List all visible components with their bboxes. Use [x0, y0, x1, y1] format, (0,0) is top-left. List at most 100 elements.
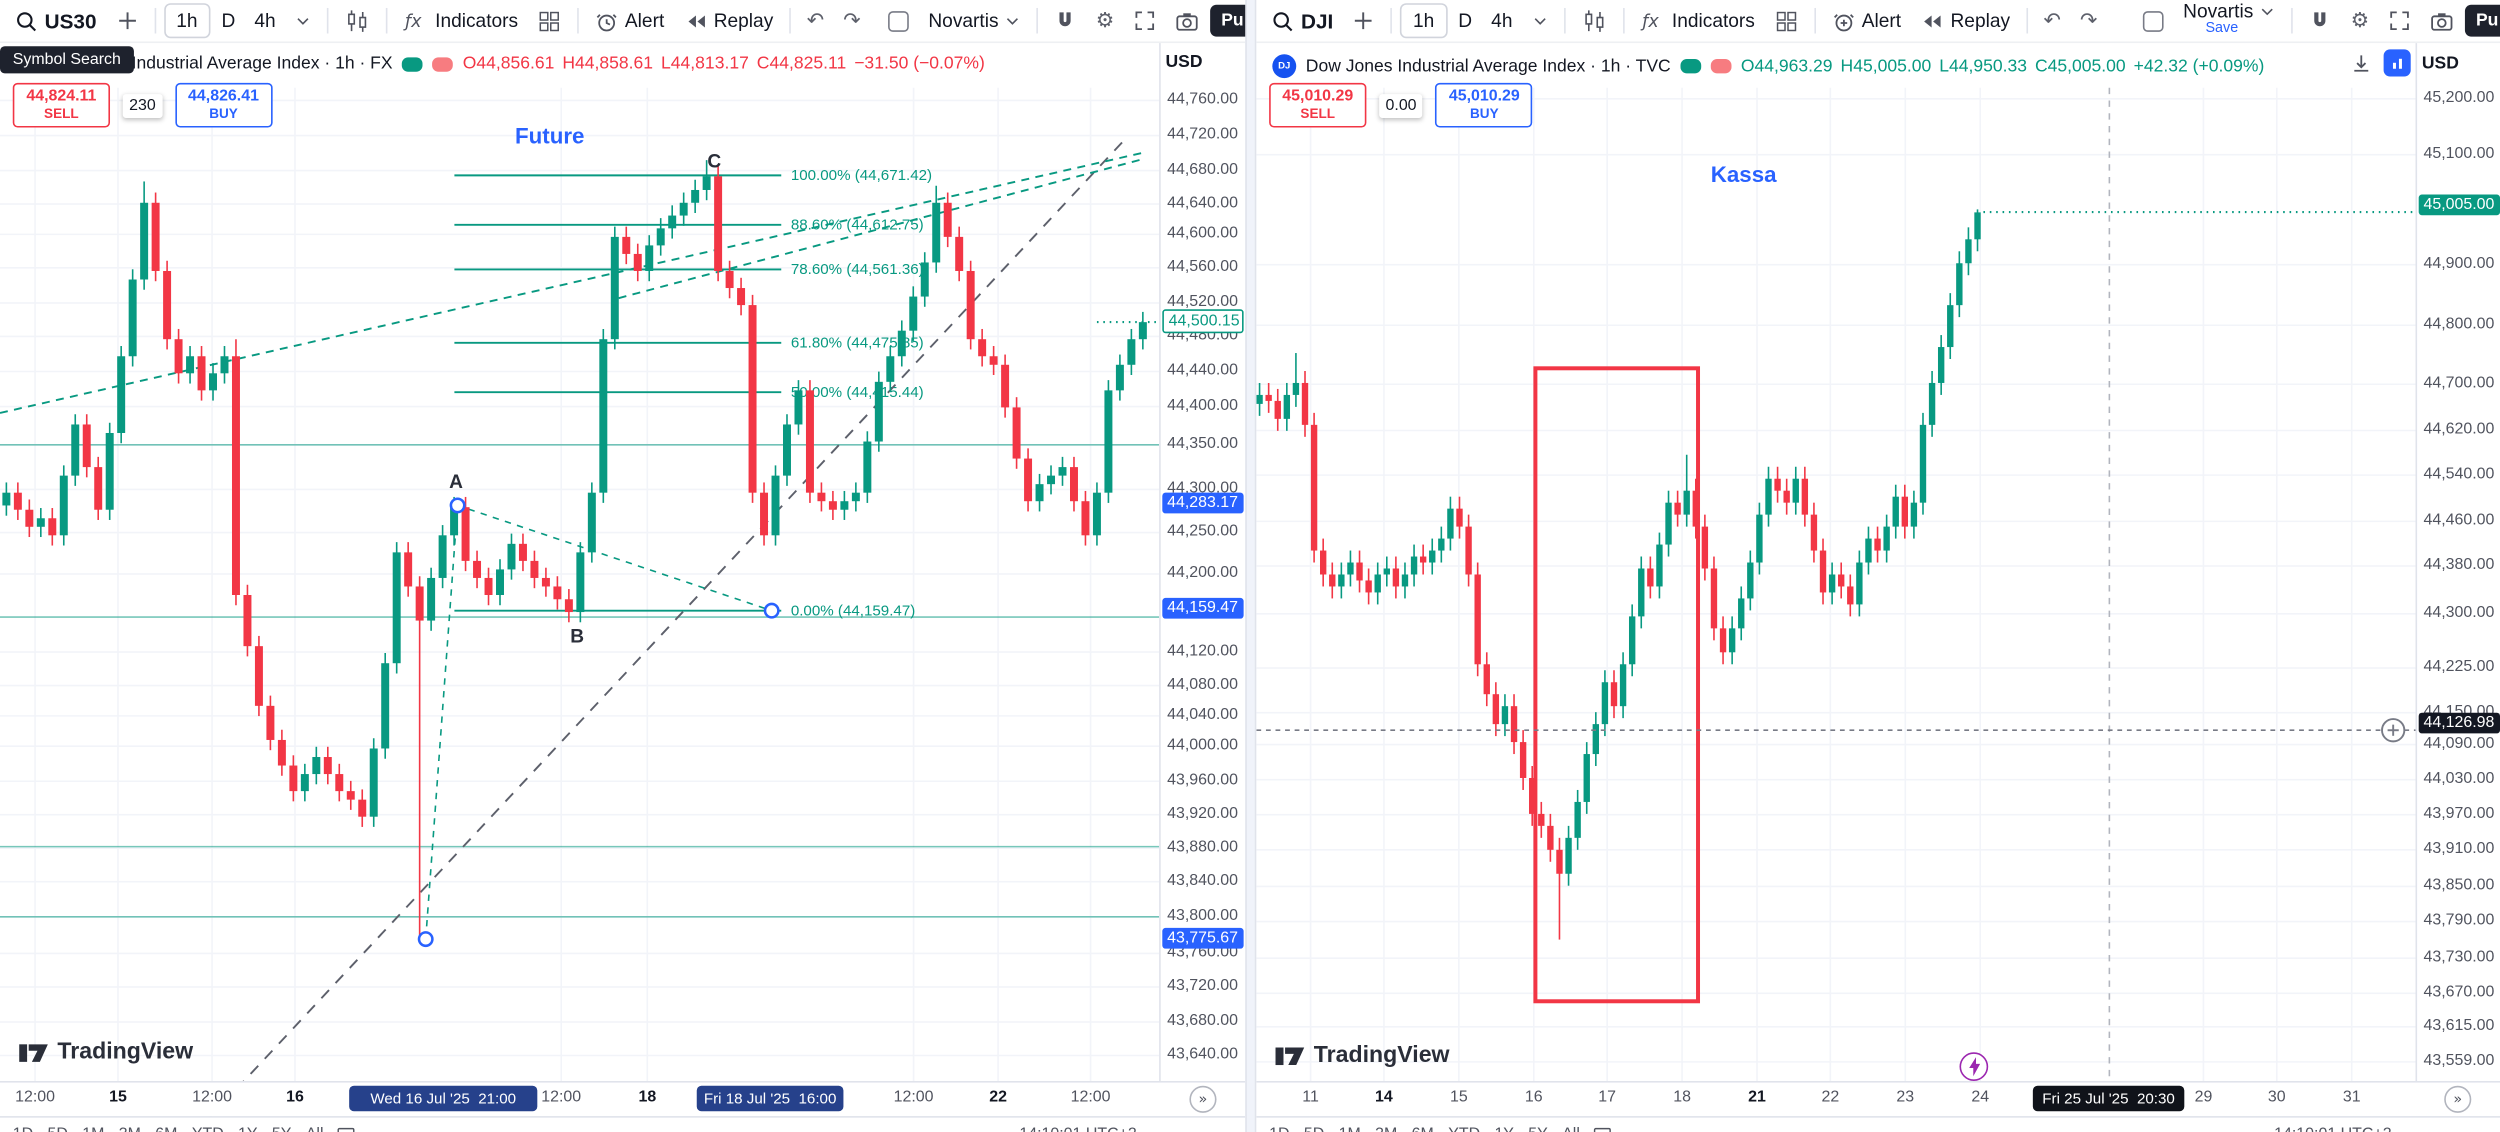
sell-button[interactable]: 44,824.11 SELL: [12, 82, 111, 128]
drawing-anchor-point[interactable]: [449, 497, 466, 514]
range-button-3m[interactable]: 3M: [119, 1126, 141, 1132]
range-button-1d[interactable]: 1D: [13, 1126, 33, 1132]
range-button-6m[interactable]: 6M: [155, 1126, 177, 1132]
range-button-6m[interactable]: 6M: [1412, 1126, 1434, 1132]
trendline-drawing[interactable]: [151, 139, 1125, 1132]
timeframe-4h-button[interactable]: 4h: [1491, 9, 1513, 32]
range-button-3m[interactable]: 3M: [1375, 1126, 1397, 1132]
save-link[interactable]: Save: [2205, 19, 2239, 36]
timeframe-1d-button[interactable]: D: [1458, 9, 1473, 32]
indicators-button[interactable]: ƒx Indicators: [1632, 3, 1763, 38]
screenshot-button[interactable]: [2422, 3, 2462, 38]
timeframe-menu-button[interactable]: [1524, 3, 1556, 38]
scroll-to-realtime-button[interactable]: »: [2444, 1085, 2472, 1113]
timeframe-1h-button[interactable]: 1h: [163, 3, 211, 39]
fullscreen-button[interactable]: [2380, 3, 2418, 38]
undo-button[interactable]: ↶: [806, 8, 825, 33]
price-axis[interactable]: 45,200.00 45,100.00 44,900.00 44,800.00 44,7…: [2415, 43, 2500, 1081]
range-button-1d[interactable]: 1D: [1269, 1126, 1289, 1132]
range-button-ytd[interactable]: YTD: [1448, 1126, 1480, 1132]
indicator-pill-icon[interactable]: [432, 56, 454, 71]
redo-button[interactable]: ↷: [843, 8, 861, 33]
indicator-pill-icon[interactable]: [1710, 58, 1732, 74]
range-button-all[interactable]: All: [306, 1126, 324, 1132]
legend-title[interactable]: s Industrial Average Index · 1h · FX: [117, 54, 393, 74]
candlestick-series[interactable]: [1256, 209, 1981, 940]
calendar-icon[interactable]: [1593, 1125, 1612, 1132]
watchlist-button[interactable]: Novartis Save: [2175, 2, 2283, 38]
candlestick-series[interactable]: [2, 160, 1147, 940]
timeframe-4h-button[interactable]: 4h: [254, 9, 276, 32]
add-symbol-button[interactable]: [1344, 3, 1382, 38]
clock-timezone-label[interactable]: 14:10:01 UTC+2: [1019, 1126, 1136, 1132]
range-button-all[interactable]: All: [1562, 1126, 1580, 1132]
watchlist-flag-checkbox[interactable]: [2135, 3, 2172, 38]
alert-button[interactable]: Alert: [587, 3, 673, 38]
time-axis[interactable]: 11 14 15 16 17 18 21 22 23 24 29 30 31 Fri 25 Jul '25…: [1256, 1080, 2500, 1117]
symbol-search-button[interactable]: DJI: [1263, 3, 1341, 38]
chart-style-button[interactable]: [336, 3, 377, 38]
magnet-button[interactable]: [2301, 3, 2339, 38]
buy-button[interactable]: 45,010.29 BUY: [1435, 82, 1533, 128]
drawing-text-label[interactable]: Kassa: [1710, 161, 1777, 187]
wave-letter-label[interactable]: C: [707, 151, 721, 172]
legend-title[interactable]: Dow Jones Industrial Average Index · 1h …: [1305, 56, 1671, 76]
settings-gear-button[interactable]: ⚙: [1095, 8, 1115, 33]
indicator-templates-button[interactable]: [1766, 3, 1806, 38]
replay-button[interactable]: Replay: [675, 3, 781, 38]
wave-letter-label[interactable]: B: [570, 627, 584, 648]
timeframe-1d-button[interactable]: D: [221, 9, 236, 32]
candlestick-chart-dji[interactable]: [1256, 0, 2500, 1132]
magnet-button[interactable]: [1046, 3, 1084, 38]
axis-currency-label[interactable]: USD: [1165, 52, 1203, 72]
timeframe-menu-button[interactable]: [287, 3, 319, 38]
range-button-ytd[interactable]: YTD: [192, 1126, 224, 1132]
price-axis[interactable]: 44,760.00 44,720.00 44,680.00 44,640.00 44,6…: [1159, 43, 1246, 1081]
watchlist-button[interactable]: Novartis: [920, 3, 1028, 38]
range-button-5y[interactable]: 5Y: [1528, 1126, 1548, 1132]
range-button-1m[interactable]: 1M: [1339, 1126, 1361, 1132]
time-axis[interactable]: 12:00 15 12:00 16 12:00 18 12:00 22 12:00 Wed 16 …: [0, 1080, 1246, 1117]
range-button-1y[interactable]: 1Y: [1494, 1126, 1514, 1132]
indicators-button[interactable]: ƒx Indicators: [395, 3, 526, 38]
range-button-1y[interactable]: 1Y: [238, 1126, 258, 1132]
timeframe-1h-button[interactable]: 1h: [1400, 3, 1448, 39]
undo-button[interactable]: ↶: [2043, 8, 2061, 33]
publish-button[interactable]: Pu: [2464, 4, 2500, 37]
alert-button[interactable]: Alert: [1823, 3, 1909, 38]
drawing-text-label[interactable]: Future: [514, 122, 585, 149]
calendar-icon[interactable]: [336, 1125, 355, 1132]
range-button-5d[interactable]: 5D: [1304, 1126, 1324, 1132]
settings-gear-button[interactable]: ⚙: [2350, 8, 2370, 33]
redo-button[interactable]: ↷: [2080, 8, 2098, 33]
rectangle-drawing[interactable]: [1533, 366, 1701, 1004]
add-symbol-button[interactable]: [108, 3, 146, 38]
wave-letter-label[interactable]: A: [449, 472, 463, 493]
chart-style-button[interactable]: [1573, 3, 1614, 38]
symbol-search-button[interactable]: US30: [6, 3, 104, 38]
range-button-1m[interactable]: 1M: [82, 1126, 104, 1132]
indicator-pill-icon[interactable]: [1680, 58, 1702, 74]
buy-button[interactable]: 44,826.41 BUY: [174, 82, 273, 128]
candlestick-chart-us30[interactable]: 100.00% (44,671.42) 88.60% (44,612.75) 78.…: [0, 0, 1245, 1132]
scroll-to-realtime-button[interactable]: »: [1189, 1085, 1217, 1113]
clock-timezone-label[interactable]: 14:10:01 UTC+2: [2274, 1126, 2391, 1132]
download-icon[interactable]: [2350, 52, 2372, 74]
panel-icon[interactable]: [2383, 49, 2411, 77]
screenshot-button[interactable]: [1167, 3, 1207, 38]
indicator-pill-icon[interactable]: [402, 56, 423, 71]
fullscreen-button[interactable]: [1126, 3, 1164, 38]
lightning-icon[interactable]: [1959, 1052, 1989, 1081]
range-button-5d[interactable]: 5D: [48, 1126, 68, 1132]
panel-splitter[interactable]: [1245, 0, 1257, 1132]
axis-currency-label[interactable]: USD: [2421, 53, 2459, 73]
indicator-templates-button[interactable]: [529, 3, 569, 38]
range-button-5y[interactable]: 5Y: [272, 1126, 292, 1132]
drawing-anchor-point[interactable]: [417, 931, 434, 948]
sell-button[interactable]: 45,010.29 SELL: [1269, 82, 1367, 128]
drawing-anchor-point[interactable]: [763, 602, 780, 619]
watchlist-flag-checkbox[interactable]: [881, 3, 918, 38]
publish-button[interactable]: Pu: [1210, 4, 1246, 37]
replay-button[interactable]: Replay: [1912, 3, 2018, 38]
trendline-drawing[interactable]: [618, 158, 1142, 300]
